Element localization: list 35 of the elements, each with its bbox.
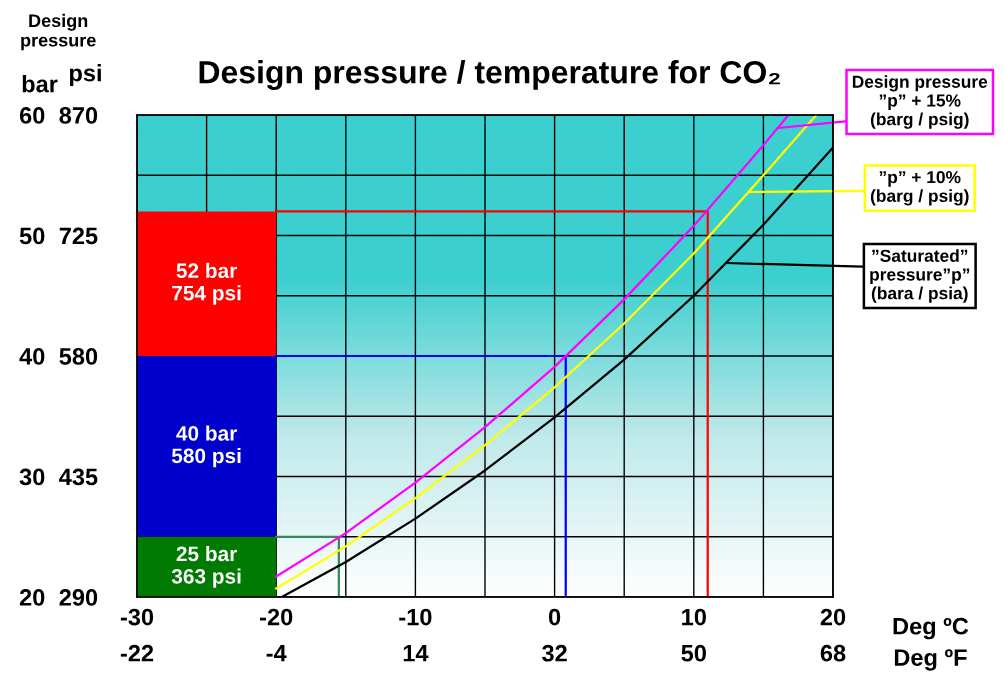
text: Design pressure ”p” + 15% (barg / psig) bbox=[852, 75, 988, 129]
chart-title: Design pressure / temperature for CO₂ bbox=[199, 60, 780, 90]
x-tick-label: 20 bbox=[820, 608, 846, 626]
x2-tick-label: -22 bbox=[120, 644, 154, 662]
y2-axis-title: psi bbox=[70, 64, 101, 87]
y-tick-label: 30 bbox=[19, 468, 45, 486]
x-tick-label: -10 bbox=[399, 608, 432, 626]
x2-axis-title: Deg ºF bbox=[894, 649, 967, 671]
x2-tick-label: 32 bbox=[542, 644, 567, 662]
y2-tick-label: 435 bbox=[59, 468, 98, 486]
bar bbox=[137, 356, 277, 537]
annotation: 40 bar 580 psi bbox=[171, 425, 241, 468]
annotation: 52 bar 754 psi bbox=[172, 262, 241, 305]
y2-tick-label: 725 bbox=[59, 227, 98, 245]
y2-tick-label: 290 bbox=[59, 589, 98, 606]
x-tick-label: 10 bbox=[682, 608, 706, 626]
x-tick-label: 0 bbox=[548, 608, 561, 626]
x-tick-label: -20 bbox=[260, 608, 293, 626]
x2-tick-label: -4 bbox=[266, 645, 287, 662]
text: ”p” + 10% (barg / psig) bbox=[870, 170, 969, 206]
text: Design pressure bbox=[21, 13, 96, 51]
x-axis-title: Deg ºC bbox=[893, 617, 969, 640]
text: ”Saturated” pressure”p” (bara / psia) bbox=[870, 249, 970, 303]
y-tick-label: 40 bbox=[19, 348, 45, 365]
y-tick-label: 50 bbox=[19, 227, 45, 245]
x2-tick-label: 14 bbox=[403, 645, 429, 662]
x-tick-label: -30 bbox=[120, 608, 154, 626]
y2-tick-label: 580 bbox=[59, 348, 98, 365]
x2-tick-label: 50 bbox=[681, 644, 706, 662]
y-axis-title: bar bbox=[22, 75, 58, 93]
y-tick-label: 20 bbox=[19, 589, 45, 606]
x2-tick-label: 68 bbox=[820, 644, 846, 662]
y-tick-label: 60 bbox=[19, 107, 45, 124]
y2-tick-label: 870 bbox=[59, 107, 98, 124]
annotation: 25 bar 363 psi bbox=[171, 545, 241, 588]
